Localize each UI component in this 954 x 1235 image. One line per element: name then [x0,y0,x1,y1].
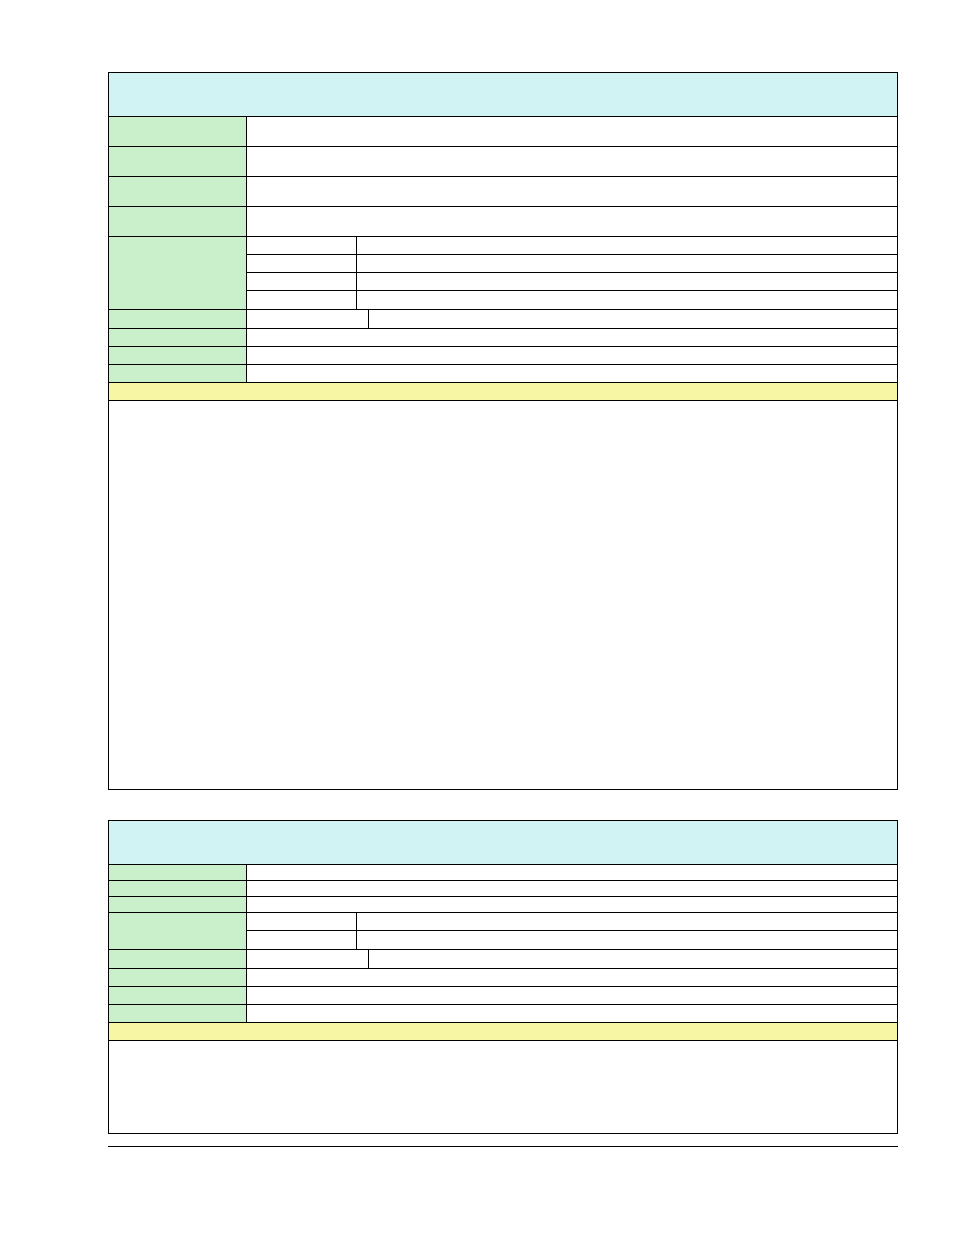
block2-row-1-value [247,881,897,896]
block1-description [109,401,897,789]
block2-row-6 [109,987,897,1005]
block1-yellow-bar [109,383,897,401]
block2-subgroup-4-rows [247,950,897,968]
block2-description [109,1041,897,1133]
block2-row-5-value [247,969,897,986]
block1-sub4-item-1-value [357,255,897,272]
block2-subgroup-4-label [109,950,247,968]
block1-row-2-value [247,177,897,206]
block2-row-1 [109,881,897,897]
block1-row-0-label [109,117,247,146]
block1-row-7-value [247,347,897,364]
block1-row-8-value [247,365,897,382]
block1-sub4-item-1 [247,255,897,273]
block2-sub4-item-0-label [247,950,369,968]
block2-row-1-label [109,881,247,896]
block1-row-8-label [109,365,247,382]
block2-row-2-label [109,897,247,912]
form-block-1 [108,72,898,790]
block2-row-2-value [247,897,897,912]
block1-row-7-label [109,347,247,364]
block1-sub4-item-2 [247,273,897,291]
block2-subgroup-3-rows [247,913,897,949]
block1-row-0-value [247,117,897,146]
block1-row-1-label [109,147,247,176]
block2-sub3-item-1-label [247,931,357,949]
block1-sub5-item-0 [247,310,897,328]
block1-row-7 [109,347,897,365]
block1-row-6-value [247,329,897,346]
block2-row-7-value [247,1005,897,1022]
block2-row-7 [109,1005,897,1023]
block1-subgroup-4 [109,237,897,310]
block2-yellow-bar [109,1023,897,1041]
block2-row-6-value [247,987,897,1004]
block2-row-5 [109,969,897,987]
block1-sub4-item-2-value [357,273,897,290]
block1-row-2-label [109,177,247,206]
block2-sub3-item-0-label [247,913,357,930]
block1-sub4-item-2-label [247,273,357,290]
block1-sub5-item-0-label [247,310,369,328]
block1-sub4-item-0-value [357,237,897,254]
block1-subgroup-5-rows [247,310,897,328]
block1-sub4-item-0 [247,237,897,255]
footer-rule [108,1146,898,1147]
block1-sub5-item-0-value [369,310,897,328]
block1-row-3-label [109,207,247,236]
block1-header [109,73,897,117]
block1-row-6-label [109,329,247,346]
block2-header [109,821,897,865]
block1-sub4-item-1-label [247,255,357,272]
block1-subgroup-4-rows [247,237,897,309]
block2-sub4-item-0-value [369,950,897,968]
block1-sub4-item-3 [247,291,897,309]
block2-row-0 [109,865,897,881]
block1-row-2 [109,177,897,207]
block1-row-1 [109,147,897,177]
block2-sub3-item-0 [247,913,897,931]
block2-sub4-item-0 [247,950,897,968]
page-content [108,72,898,1164]
block2-sub3-item-0-value [357,913,897,930]
block2-row-2 [109,897,897,913]
block1-row-8 [109,365,897,383]
block2-row-0-label [109,865,247,880]
block2-row-0-value [247,865,897,881]
block1-sub4-item-3-value [357,291,897,309]
block1-row-6 [109,329,897,347]
block1-row-1-value [247,147,897,176]
block1-subgroup-5 [109,310,897,329]
block2-sub3-item-1-value [357,931,897,949]
block2-subgroup-4 [109,950,897,969]
block1-sub4-item-3-label [247,291,357,309]
block2-row-6-label [109,987,247,1004]
form-block-2 [108,820,898,1134]
block1-subgroup-5-label [109,310,247,328]
block2-row-7-label [109,1005,247,1022]
block2-row-5-label [109,969,247,986]
block1-subgroup-4-label [109,237,247,309]
block1-sub4-item-0-label [247,237,357,254]
block2-subgroup-3-label [109,913,247,949]
block1-row-3-value [247,207,897,236]
block2-sub3-item-1 [247,931,897,949]
block1-row-3 [109,207,897,237]
block1-row-0 [109,117,897,147]
block2-subgroup-3 [109,913,897,950]
